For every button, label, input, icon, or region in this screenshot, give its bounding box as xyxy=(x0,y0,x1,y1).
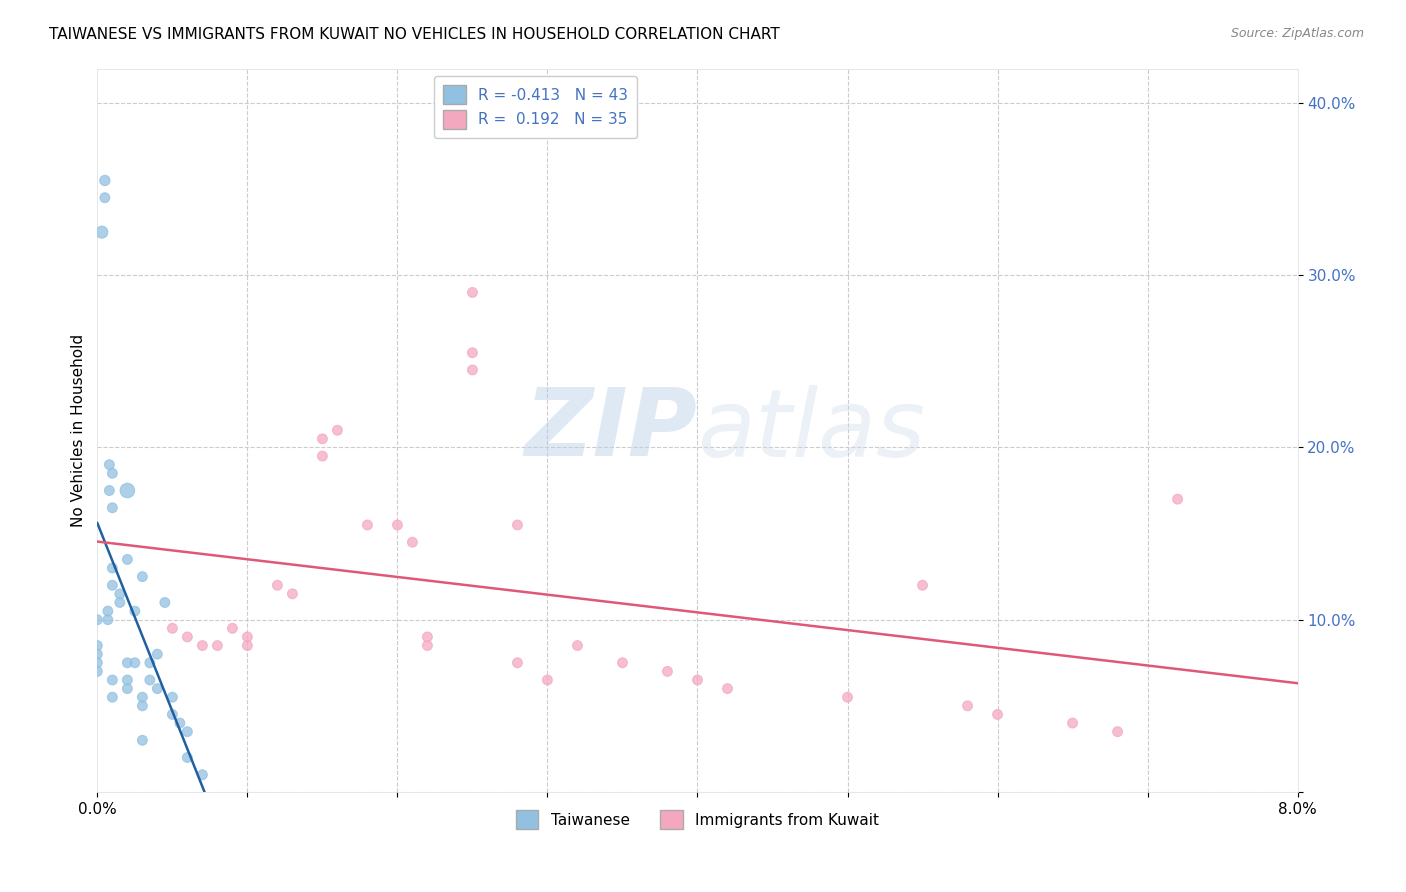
Point xyxy=(326,423,349,437)
Point xyxy=(98,483,121,498)
Point xyxy=(176,724,198,739)
Point xyxy=(124,656,146,670)
Point xyxy=(86,665,108,679)
Point xyxy=(987,707,1010,722)
Point xyxy=(657,665,679,679)
Point xyxy=(311,432,333,446)
Point xyxy=(356,518,378,533)
Point xyxy=(221,621,243,635)
Point xyxy=(536,673,558,687)
Point xyxy=(176,750,198,764)
Point xyxy=(461,345,484,359)
Point xyxy=(101,690,124,705)
Point xyxy=(90,225,112,239)
Point xyxy=(461,363,484,377)
Point xyxy=(416,630,439,644)
Point xyxy=(506,656,529,670)
Point xyxy=(956,698,979,713)
Point xyxy=(101,578,124,592)
Point xyxy=(176,630,198,644)
Point xyxy=(108,587,131,601)
Text: Source: ZipAtlas.com: Source: ZipAtlas.com xyxy=(1230,27,1364,40)
Point xyxy=(117,656,139,670)
Point xyxy=(139,656,162,670)
Point xyxy=(387,518,409,533)
Point xyxy=(101,500,124,515)
Point xyxy=(416,639,439,653)
Point xyxy=(236,639,259,653)
Point xyxy=(101,673,124,687)
Point xyxy=(108,595,131,609)
Point xyxy=(716,681,738,696)
Point xyxy=(131,569,153,583)
Point xyxy=(146,681,169,696)
Point xyxy=(86,613,108,627)
Text: TAIWANESE VS IMMIGRANTS FROM KUWAIT NO VEHICLES IN HOUSEHOLD CORRELATION CHART: TAIWANESE VS IMMIGRANTS FROM KUWAIT NO V… xyxy=(49,27,780,42)
Point xyxy=(207,639,229,653)
Point xyxy=(98,458,121,472)
Legend: Taiwanese, Immigrants from Kuwait: Taiwanese, Immigrants from Kuwait xyxy=(509,804,886,835)
Point xyxy=(401,535,423,549)
Point xyxy=(97,613,120,627)
Point xyxy=(911,578,934,592)
Point xyxy=(567,639,589,653)
Point xyxy=(686,673,709,687)
Point xyxy=(461,285,484,300)
Point xyxy=(94,191,117,205)
Point xyxy=(837,690,859,705)
Point xyxy=(506,518,529,533)
Point xyxy=(146,647,169,661)
Point xyxy=(86,639,108,653)
Point xyxy=(281,587,304,601)
Point xyxy=(191,768,214,782)
Point xyxy=(311,449,333,463)
Point xyxy=(139,673,162,687)
Point xyxy=(101,561,124,575)
Point xyxy=(153,595,176,609)
Point xyxy=(117,552,139,566)
Point xyxy=(117,681,139,696)
Point xyxy=(97,604,120,618)
Point xyxy=(117,673,139,687)
Point xyxy=(612,656,634,670)
Point xyxy=(86,656,108,670)
Point xyxy=(1107,724,1129,739)
Point xyxy=(1062,716,1084,731)
Point xyxy=(266,578,288,592)
Point xyxy=(162,690,184,705)
Point xyxy=(86,647,108,661)
Point xyxy=(131,733,153,747)
Point xyxy=(236,630,259,644)
Point xyxy=(117,483,139,498)
Point xyxy=(101,467,124,481)
Point xyxy=(191,639,214,653)
Point xyxy=(131,698,153,713)
Text: atlas: atlas xyxy=(697,384,925,475)
Point xyxy=(94,173,117,187)
Point xyxy=(124,604,146,618)
Point xyxy=(131,690,153,705)
Y-axis label: No Vehicles in Household: No Vehicles in Household xyxy=(72,334,86,527)
Text: ZIP: ZIP xyxy=(524,384,697,476)
Point xyxy=(1167,492,1189,507)
Point xyxy=(162,707,184,722)
Point xyxy=(162,621,184,635)
Point xyxy=(169,716,191,731)
